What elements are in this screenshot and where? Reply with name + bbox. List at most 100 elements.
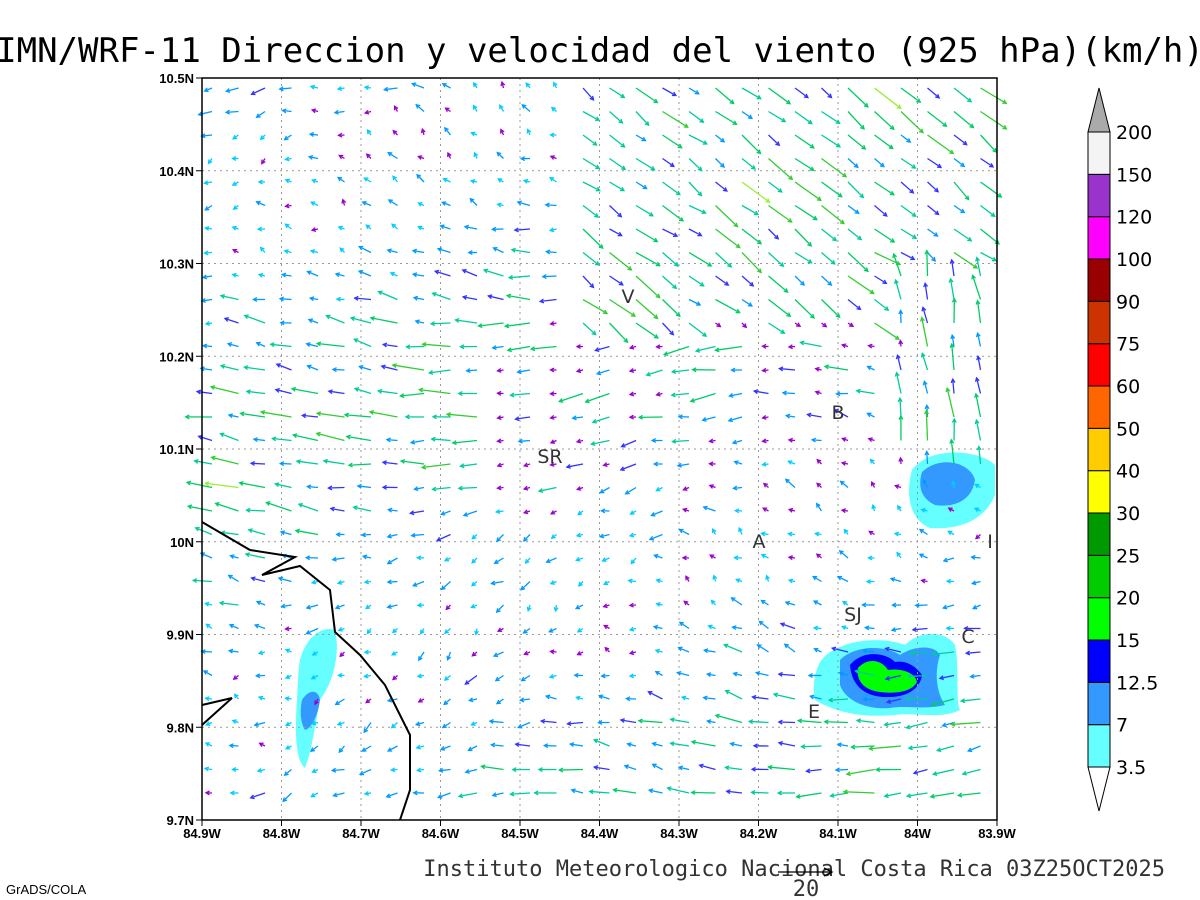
wind-arrow xyxy=(900,111,924,134)
wind-arrow xyxy=(949,342,955,371)
wind-arrow xyxy=(205,721,213,726)
wind-arrow xyxy=(431,291,451,301)
reference-vector-label: 20 xyxy=(793,877,820,900)
wind-arrow xyxy=(897,396,903,418)
wind-arrow xyxy=(582,322,597,336)
wind-arrow xyxy=(885,698,902,704)
wind-arrow xyxy=(500,80,506,89)
wind-arrow xyxy=(227,413,239,419)
wind-arrow xyxy=(623,764,637,771)
wind-arrow xyxy=(470,131,478,137)
wind-arrow xyxy=(457,792,478,799)
footer-text: Instituto Meteorologico Nacional Costa R… xyxy=(423,857,1165,882)
wind-arrow xyxy=(470,603,478,609)
wind-arrow xyxy=(274,482,292,489)
wind-arrow xyxy=(445,604,451,611)
y-tick-label: 10N xyxy=(170,535,194,550)
wind-arrow xyxy=(280,272,292,278)
wind-arrow xyxy=(205,623,213,630)
wind-arrow xyxy=(238,480,266,489)
wind-arrow xyxy=(412,295,425,301)
wind-arrow xyxy=(491,345,504,350)
wind-arrow xyxy=(609,205,623,218)
wind-arrow xyxy=(574,604,584,610)
wind-arrow xyxy=(662,299,681,318)
wind-arrow xyxy=(911,627,928,633)
wind-arrow xyxy=(418,387,451,395)
wind-arrow xyxy=(677,765,690,771)
wind-arrow xyxy=(309,84,319,90)
wind-arrow xyxy=(247,528,266,536)
wind-arrow xyxy=(541,274,557,280)
wind-arrow xyxy=(603,580,610,586)
wind-arrow xyxy=(305,627,319,635)
wind-arrow xyxy=(847,181,865,199)
wind-arrow xyxy=(549,367,557,373)
colorbar-swatch xyxy=(1087,427,1111,472)
wind-arrow xyxy=(224,109,239,115)
wind-arrow xyxy=(600,673,610,679)
wind-arrow xyxy=(938,674,955,681)
wind-arrow xyxy=(741,275,755,287)
wind-arrow xyxy=(688,275,705,287)
wind-arrow xyxy=(550,533,557,539)
station-label: A xyxy=(753,531,766,553)
wind-arrow xyxy=(571,415,584,421)
shade-region-sj-green xyxy=(857,661,917,693)
wind-arrow xyxy=(496,415,504,420)
wind-arrow xyxy=(794,228,813,247)
wind-arrow xyxy=(352,505,372,512)
wind-arrow xyxy=(951,417,957,441)
wind-arrow xyxy=(635,322,659,339)
wind-arrow xyxy=(971,580,981,586)
wind-arrow xyxy=(553,81,558,89)
wind-arrow xyxy=(203,87,213,93)
wind-arrow xyxy=(741,110,754,120)
wind-arrow xyxy=(628,368,637,373)
wind-arrow xyxy=(869,458,875,465)
wind-arrow xyxy=(866,412,875,418)
wind-arrow xyxy=(733,508,743,514)
wind-arrow xyxy=(443,628,451,635)
wind-arrow xyxy=(750,766,769,772)
wind-arrow xyxy=(365,698,372,704)
wind-arrow xyxy=(688,228,703,237)
wind-arrow xyxy=(416,602,425,608)
wind-arrow xyxy=(255,341,266,348)
wind-arrow xyxy=(715,134,726,143)
wind-arrow xyxy=(496,462,504,468)
wind-arrow xyxy=(708,461,716,467)
wind-arrow xyxy=(628,650,637,656)
wind-arrow xyxy=(336,580,345,585)
wind-arrow xyxy=(228,623,239,630)
wind-arrow xyxy=(204,225,213,231)
wind-arrow xyxy=(835,391,849,397)
wind-arrow xyxy=(635,275,661,299)
wind-arrow xyxy=(492,651,504,658)
wind-arrow xyxy=(368,409,398,418)
wind-arrow xyxy=(404,414,425,420)
wind-arrow xyxy=(582,228,604,250)
wind-arrow xyxy=(361,745,372,752)
wind-arrow xyxy=(496,485,504,491)
wind-arrow xyxy=(787,437,796,443)
wind-arrow xyxy=(576,627,584,633)
wind-arrow xyxy=(805,768,822,774)
wind-arrow xyxy=(331,556,345,562)
wind-arrow xyxy=(336,86,345,91)
wind-arrow xyxy=(431,414,451,420)
wind-arrow xyxy=(415,103,425,112)
wind-arrow xyxy=(890,627,902,633)
wind-arrow xyxy=(339,651,345,658)
wind-arrow xyxy=(490,580,504,586)
wind-arrow xyxy=(227,648,239,654)
wind-arrow xyxy=(399,458,425,465)
wind-arrow xyxy=(761,414,769,420)
wind-arrow xyxy=(963,625,981,631)
wind-arrow xyxy=(575,344,584,350)
wind-arrow xyxy=(343,412,372,418)
wind-arrow xyxy=(874,767,902,773)
wind-arrow xyxy=(231,272,239,278)
wind-arrow xyxy=(496,627,504,632)
wind-arrow xyxy=(245,507,266,513)
